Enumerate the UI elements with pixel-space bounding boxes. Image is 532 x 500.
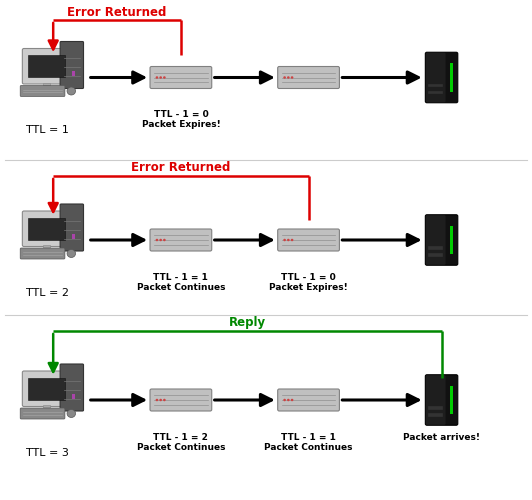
Circle shape xyxy=(67,87,76,95)
Circle shape xyxy=(160,239,162,242)
Text: TTL - 1 = 1
Packet Continues: TTL - 1 = 1 Packet Continues xyxy=(264,432,353,452)
FancyBboxPatch shape xyxy=(278,66,339,88)
FancyBboxPatch shape xyxy=(72,234,75,239)
FancyBboxPatch shape xyxy=(428,406,443,409)
Text: TTL = 2: TTL = 2 xyxy=(27,288,69,298)
Circle shape xyxy=(67,250,76,258)
FancyBboxPatch shape xyxy=(20,248,65,259)
Circle shape xyxy=(163,399,166,401)
Circle shape xyxy=(155,399,159,401)
Text: TTL - 1 = 0
Packet Expires!: TTL - 1 = 0 Packet Expires! xyxy=(142,110,220,130)
Circle shape xyxy=(283,239,286,242)
FancyBboxPatch shape xyxy=(426,375,458,425)
FancyBboxPatch shape xyxy=(426,215,446,264)
Text: TTL = 3: TTL = 3 xyxy=(27,448,69,458)
FancyBboxPatch shape xyxy=(428,84,443,87)
Circle shape xyxy=(283,399,286,401)
FancyBboxPatch shape xyxy=(426,52,446,102)
FancyBboxPatch shape xyxy=(428,414,443,416)
Text: Error Returned: Error Returned xyxy=(131,161,230,174)
FancyBboxPatch shape xyxy=(20,408,65,419)
Circle shape xyxy=(163,76,166,78)
Text: TTL = 1: TTL = 1 xyxy=(27,125,69,135)
FancyBboxPatch shape xyxy=(278,229,339,251)
Text: Error Returned: Error Returned xyxy=(68,6,167,19)
FancyBboxPatch shape xyxy=(60,364,84,411)
Circle shape xyxy=(155,239,159,242)
Circle shape xyxy=(290,399,293,401)
FancyBboxPatch shape xyxy=(428,91,443,94)
FancyBboxPatch shape xyxy=(22,211,71,246)
FancyBboxPatch shape xyxy=(450,386,453,414)
Circle shape xyxy=(160,399,162,401)
Circle shape xyxy=(287,399,289,401)
Circle shape xyxy=(163,239,166,242)
Circle shape xyxy=(160,76,162,78)
FancyBboxPatch shape xyxy=(60,42,84,88)
FancyBboxPatch shape xyxy=(426,375,446,424)
FancyBboxPatch shape xyxy=(38,410,55,413)
FancyBboxPatch shape xyxy=(38,88,55,90)
Circle shape xyxy=(287,239,289,242)
Circle shape xyxy=(287,76,289,78)
FancyBboxPatch shape xyxy=(20,86,65,96)
Circle shape xyxy=(155,76,159,78)
FancyBboxPatch shape xyxy=(426,215,458,265)
FancyBboxPatch shape xyxy=(28,218,65,240)
FancyBboxPatch shape xyxy=(22,48,71,84)
FancyBboxPatch shape xyxy=(150,229,212,251)
Text: TTL - 1 = 0
Packet Expires!: TTL - 1 = 0 Packet Expires! xyxy=(269,272,348,292)
Circle shape xyxy=(283,76,286,78)
Circle shape xyxy=(67,410,76,418)
Text: TTL - 1 = 1
Packet Continues: TTL - 1 = 1 Packet Continues xyxy=(137,272,225,292)
FancyBboxPatch shape xyxy=(28,378,65,400)
Circle shape xyxy=(290,76,293,78)
FancyBboxPatch shape xyxy=(426,52,458,103)
FancyBboxPatch shape xyxy=(150,389,212,411)
FancyBboxPatch shape xyxy=(60,204,84,251)
FancyBboxPatch shape xyxy=(428,246,443,250)
FancyBboxPatch shape xyxy=(22,371,71,406)
FancyBboxPatch shape xyxy=(278,389,339,411)
FancyBboxPatch shape xyxy=(38,250,55,253)
Text: Reply: Reply xyxy=(229,316,266,329)
FancyBboxPatch shape xyxy=(450,226,453,254)
FancyBboxPatch shape xyxy=(450,63,453,92)
FancyBboxPatch shape xyxy=(28,55,65,78)
Circle shape xyxy=(290,239,293,242)
FancyBboxPatch shape xyxy=(43,405,50,410)
FancyBboxPatch shape xyxy=(72,72,75,76)
FancyBboxPatch shape xyxy=(428,254,443,256)
Text: Packet arrives!: Packet arrives! xyxy=(403,432,480,442)
Text: TTL - 1 = 2
Packet Continues: TTL - 1 = 2 Packet Continues xyxy=(137,432,225,452)
FancyBboxPatch shape xyxy=(43,82,50,87)
FancyBboxPatch shape xyxy=(72,394,75,399)
FancyBboxPatch shape xyxy=(43,245,50,250)
FancyBboxPatch shape xyxy=(150,66,212,88)
